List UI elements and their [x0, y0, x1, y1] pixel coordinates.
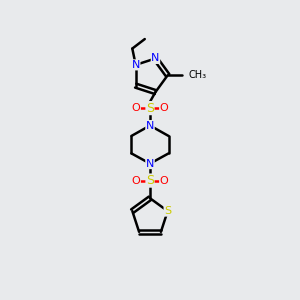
Text: CH₃: CH₃: [188, 70, 206, 80]
Text: O: O: [132, 176, 140, 186]
Text: N: N: [131, 60, 140, 70]
Text: S: S: [146, 174, 154, 187]
Text: S: S: [164, 206, 171, 216]
Text: N: N: [151, 53, 160, 64]
Text: O: O: [132, 103, 140, 113]
Text: O: O: [160, 103, 168, 113]
Text: N: N: [146, 159, 154, 169]
Text: N: N: [146, 121, 154, 130]
Text: S: S: [146, 102, 154, 115]
Text: O: O: [160, 176, 168, 186]
